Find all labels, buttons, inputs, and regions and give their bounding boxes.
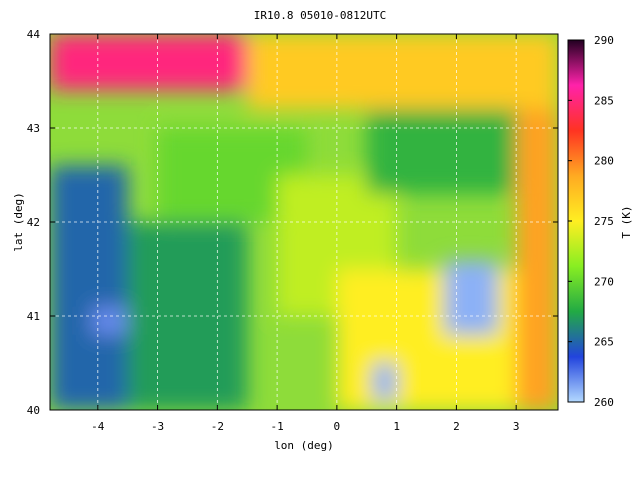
temperature-region-1 <box>247 34 558 110</box>
x-tick-label: 3 <box>513 420 520 433</box>
colorbar-tick-label: 285 <box>594 94 614 107</box>
y-tick-label: 43 <box>27 122 40 135</box>
colorbar-tick-label: 260 <box>594 396 614 409</box>
colorbar-ticks: 260 265 270 275 280 285 290 <box>568 34 614 409</box>
x-tick-label: 1 <box>393 420 400 433</box>
temperature-region-2 <box>50 165 128 410</box>
x-tick-label: -4 <box>91 420 105 433</box>
temperature-region-11 <box>91 306 128 335</box>
temperature-region-0 <box>50 34 248 91</box>
y-tick-label: 40 <box>27 404 40 417</box>
x-tick-label: -2 <box>211 420 224 433</box>
colorbar-tick-label: 280 <box>594 155 614 168</box>
temperature-region-9 <box>444 259 499 335</box>
colorbar-tick-label: 290 <box>594 34 614 47</box>
x-tick-label: 0 <box>334 420 341 433</box>
temperature-region-8 <box>516 109 558 410</box>
colorbar: 260 265 270 275 280 285 290 <box>567 34 614 409</box>
colorbar-tick-label: 275 <box>594 215 614 228</box>
colorbar-label: T (K) <box>620 205 633 238</box>
colorbar-tick-label: 270 <box>594 275 614 288</box>
x-axis-label: lon (deg) <box>274 439 334 452</box>
y-axis-ticks: 40 41 42 43 44 <box>27 28 558 417</box>
chart-title: IR10.8 05010-0812UTC <box>254 9 386 22</box>
y-tick-label: 42 <box>27 216 40 229</box>
x-tick-label: -3 <box>151 420 164 433</box>
y-axis-label: lat (deg) <box>12 192 25 252</box>
y-tick-label: 41 <box>27 310 40 323</box>
temperature-region-6 <box>366 109 517 194</box>
colorbar-tick-label: 265 <box>594 336 614 349</box>
x-tick-label: -1 <box>270 420 283 433</box>
temperature-region-3 <box>127 222 248 410</box>
temperature-region-10 <box>372 363 397 401</box>
x-tick-label: 2 <box>453 420 460 433</box>
y-tick-label: 44 <box>27 28 41 41</box>
x-axis-ticks: -4 -3 -2 -1 0 1 2 3 <box>91 34 519 433</box>
plot-area: -4 -3 -2 -1 0 1 2 3 40 41 42 43 44 <box>27 28 559 433</box>
